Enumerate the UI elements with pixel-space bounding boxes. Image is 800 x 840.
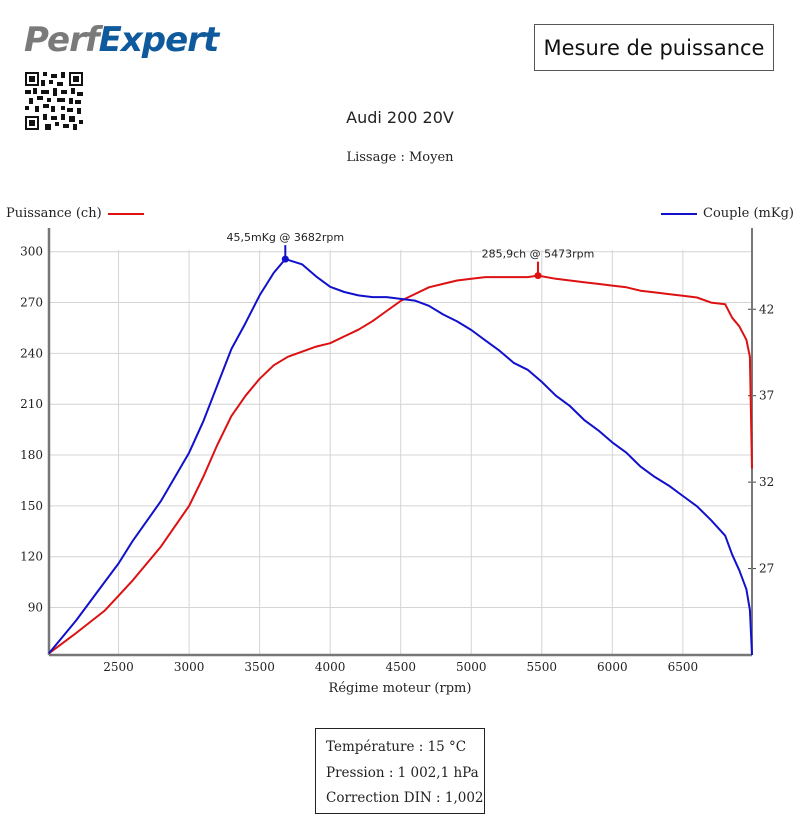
logo-text-perf: Perf — [24, 20, 100, 60]
legend-power-label: Puissance (ch) — [6, 206, 102, 221]
logo-text-expert: Expert — [98, 20, 220, 60]
x-tick-label: 4000 — [315, 660, 346, 674]
legend-torque-swatch — [661, 212, 698, 215]
x-tick-label: 6500 — [668, 660, 699, 674]
perfexpert-logo: PerfExpert — [24, 20, 220, 60]
report-title-box: Mesure de puissance — [534, 24, 774, 71]
x-tick-label: 5000 — [456, 660, 487, 674]
y-tick-label: 90 — [28, 601, 43, 615]
y2-tick-label: 27 — [759, 562, 774, 576]
y-tick-label: 120 — [20, 550, 43, 564]
y-tick-label: 150 — [20, 499, 43, 513]
peak-marker-dot — [281, 255, 289, 263]
qr-code-icon — [25, 72, 83, 130]
report-title: Mesure de puissance — [543, 35, 765, 60]
y-tick-label: 180 — [20, 448, 43, 462]
y-tick-label: 270 — [20, 296, 43, 310]
vehicle-title: Audi 200 20V — [346, 108, 454, 127]
legend-torque: Couple (mKg) — [661, 206, 794, 221]
y-tick-label: 300 — [20, 245, 43, 259]
legend-torque-label: Couple (mKg) — [703, 206, 794, 221]
peak-marker-dot — [534, 272, 542, 280]
x-tick-label: 5500 — [527, 660, 558, 674]
peak-annotation-label: 45,5mKg @ 3682rpm — [226, 231, 344, 244]
x-axis-label: Régime moteur (rpm) — [328, 681, 472, 696]
y-tick-label: 240 — [20, 346, 43, 360]
conditions-box: Température : 15 °C Pression : 1 002,1 h… — [315, 728, 485, 814]
chart-annotations: 285,9ch @ 5473rpm 45,5mKg @ 3682rpm — [226, 231, 595, 280]
x-tick-label: 3500 — [244, 660, 275, 674]
din-correction-value: Correction DIN : 1,002 — [326, 790, 484, 806]
y2-tick-label: 37 — [759, 389, 774, 403]
chart-axes: 2500 3000 3500 4000 4500 5000 5500 6000 6500 90 12… — [20, 228, 774, 674]
chart-grid — [49, 250, 752, 655]
torque-curve — [48, 258, 753, 656]
legend-power: Puissance (ch) — [6, 206, 144, 221]
power-curve — [48, 274, 753, 655]
legend-power-swatch — [107, 212, 144, 215]
chart-series — [48, 258, 753, 656]
x-tick-label: 3000 — [174, 660, 205, 674]
x-tick-label: 6000 — [597, 660, 628, 674]
y2-tick-label: 32 — [759, 475, 774, 489]
smoothing-label: Lissage : Moyen — [346, 150, 454, 165]
y-tick-label: 210 — [20, 397, 43, 411]
pressure-value: Pression : 1 002,1 hPa — [326, 764, 479, 781]
y2-tick-label: 42 — [759, 302, 774, 316]
temperature-value: Température : 15 °C — [326, 739, 467, 755]
x-tick-label: 4500 — [385, 660, 416, 674]
peak-annotation-label: 285,9ch @ 5473rpm — [482, 248, 595, 261]
x-tick-label: 2500 — [103, 660, 134, 674]
power-torque-chart: 2500 3000 3500 4000 4500 5000 5500 6000 6500 90 12… — [20, 228, 774, 674]
